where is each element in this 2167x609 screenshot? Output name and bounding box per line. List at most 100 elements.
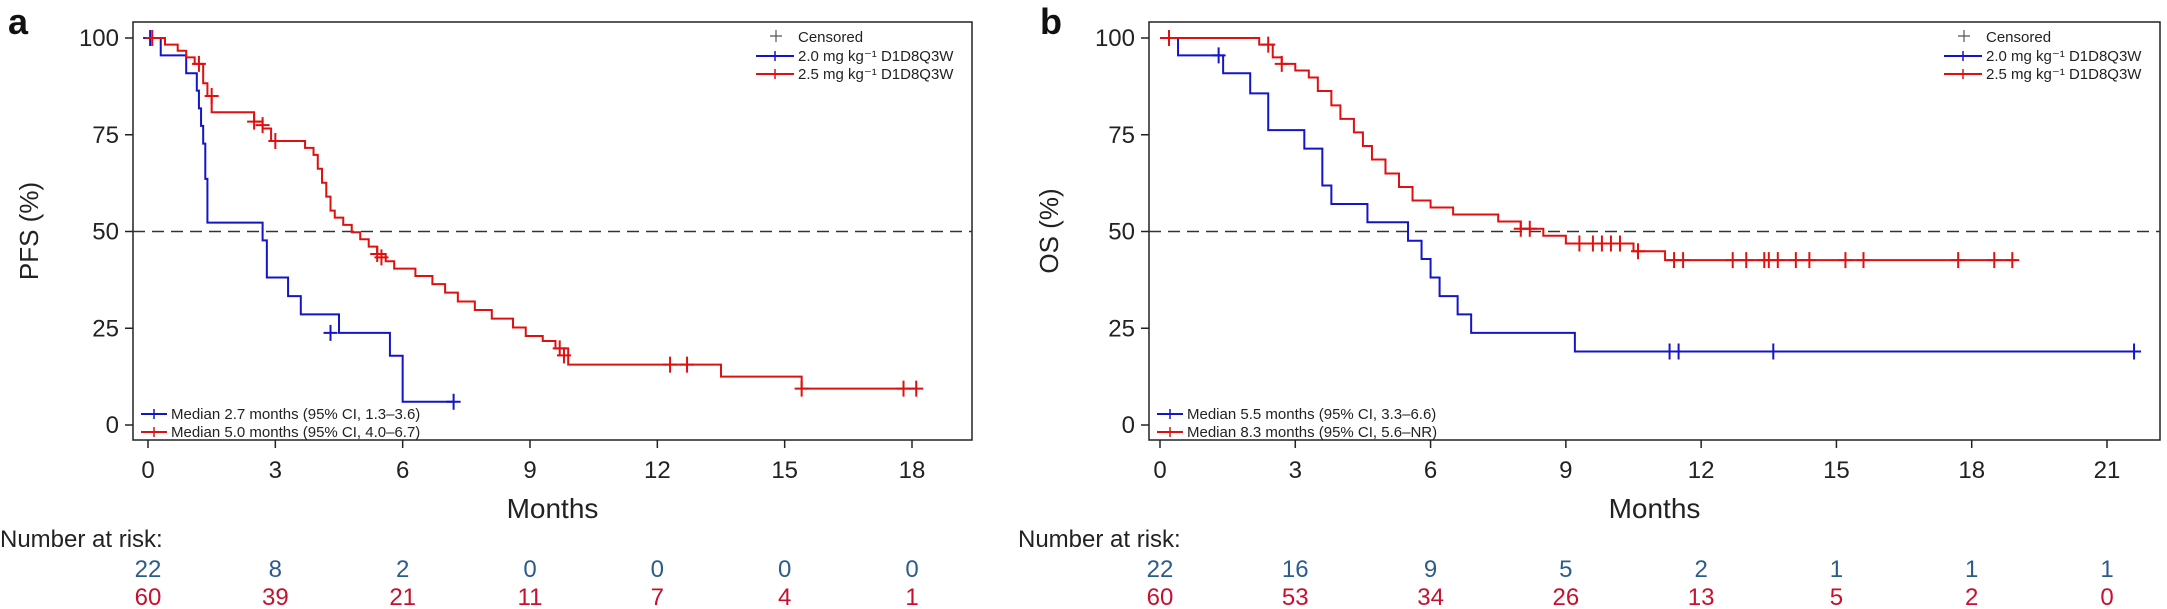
censor-mark [1951,252,1966,269]
risk-count: 53 [1282,584,1309,609]
risk-count: 0 [523,556,536,583]
censor-mark [1211,47,1226,64]
risk-count: 7 [651,584,664,609]
censor-mark [1725,252,1740,269]
y-tick-label: 50 [1108,219,1135,246]
risk-count: 0 [651,556,664,583]
risk-count: 5 [1559,556,1572,583]
km-curve-series-2 [1160,37,2017,262]
risk-count: 9 [1424,556,1437,583]
censor-mark [204,88,219,105]
risk-count: 4 [778,584,791,609]
censor-mark [1522,220,1537,237]
censor-mark [323,324,338,341]
risk-count: 60 [135,584,162,609]
risk-count: 5 [1830,584,1843,609]
y-tick-label: 0 [106,412,119,439]
risk-count: 0 [2100,584,2113,609]
censor-mark [680,356,695,373]
censor-mark [1671,343,1686,360]
censor-mark [1770,252,1785,269]
censor-mark [145,30,160,46]
censor-mark [1676,252,1691,269]
censor-mark [896,380,911,397]
risk-count: 8 [269,556,282,583]
x-tick-label: 0 [1153,457,1166,484]
censor-mark [446,393,461,410]
median-legend-text: Median 8.3 months (95% CI, 5.6–NR) [1187,424,1437,441]
x-tick-label: 9 [1559,457,1572,484]
y-tick-label: 0 [1122,412,1135,439]
censor-mark [2005,252,2020,269]
risk-count: 1 [1965,556,1978,583]
risk-count: 2 [396,556,409,583]
risk-count: 2 [1965,584,1978,609]
y-tick-label: 100 [1095,25,1135,52]
legend-censor-symbol [770,30,782,42]
censor-mark [1162,30,1177,46]
censor-mark [794,380,809,397]
risk-table-label: Number at risk: [1018,526,1181,553]
x-tick-label: 15 [1823,457,1850,484]
censor-mark [909,380,924,397]
y-tick-label: 100 [79,25,119,52]
x-tick-label: 21 [2094,457,2121,484]
legend-censor-symbol [1958,30,1970,42]
risk-count: 34 [1417,584,1444,609]
x-tick-label: 12 [644,457,671,484]
risk-count: 60 [1147,584,1174,609]
censor-mark [1802,252,1817,269]
censor-mark [191,55,206,72]
risk-table-label: Number at risk: [0,526,163,553]
x-tick-label: 6 [396,457,409,484]
risk-count: 0 [778,556,791,583]
y-tick-label: 25 [1108,315,1135,342]
x-tick-label: 3 [269,457,282,484]
legend-entry-label: 2.5 mg kg⁻¹ D1D8Q3W [1986,66,2142,83]
x-tick-label: 0 [141,457,154,484]
censor-mark [247,113,262,130]
censor-mark [1987,252,2002,269]
censor-mark [268,132,283,149]
km-curve-series-1 [1160,37,2135,353]
median-legend-text: Median 5.5 months (95% CI, 3.3–6.6) [1187,406,1436,423]
y-tick-label: 25 [92,315,119,342]
x-axis-title: Months [507,493,599,524]
km-curve-series-2 [148,37,917,390]
km-curve-series-1 [148,37,454,403]
x-tick-label: 6 [1424,457,1437,484]
panel-label: a [8,1,29,42]
risk-count: 1 [905,584,918,609]
censor-mark [1612,235,1627,252]
risk-count: 22 [135,556,162,583]
censor-mark [556,347,571,364]
y-tick-label: 75 [92,122,119,149]
x-axis-title: Months [1609,493,1701,524]
censor-mark [1572,235,1587,252]
censor-mark [1766,343,1781,360]
legend-entry-label: 2.5 mg kg⁻¹ D1D8Q3W [798,66,954,83]
risk-count: 21 [389,584,416,609]
y-axis-title: OS (%) [1034,188,1064,273]
censor-mark [1631,243,1646,260]
x-tick-label: 3 [1289,457,1302,484]
y-tick-label: 50 [92,219,119,246]
panel-label: b [1040,1,1062,42]
x-tick-label: 18 [1958,457,1985,484]
censor-mark [1261,36,1276,53]
median-legend-text: Median 2.7 months (95% CI, 1.3–3.6) [171,406,420,423]
x-tick-label: 12 [1688,457,1715,484]
censor-mark [1739,252,1754,269]
risk-count: 11 [518,584,543,609]
censor-mark [1856,252,1871,269]
legend-censored-label: Censored [798,29,863,46]
y-axis-title: PFS (%) [14,182,44,280]
risk-count: 1 [1830,556,1843,583]
censor-mark [1788,252,1803,269]
legend-censored-label: Censored [1986,29,2051,46]
median-legend-text: Median 5.0 months (95% CI, 4.0–6.7) [171,424,420,441]
x-tick-label: 18 [899,457,926,484]
censor-mark [663,356,678,373]
